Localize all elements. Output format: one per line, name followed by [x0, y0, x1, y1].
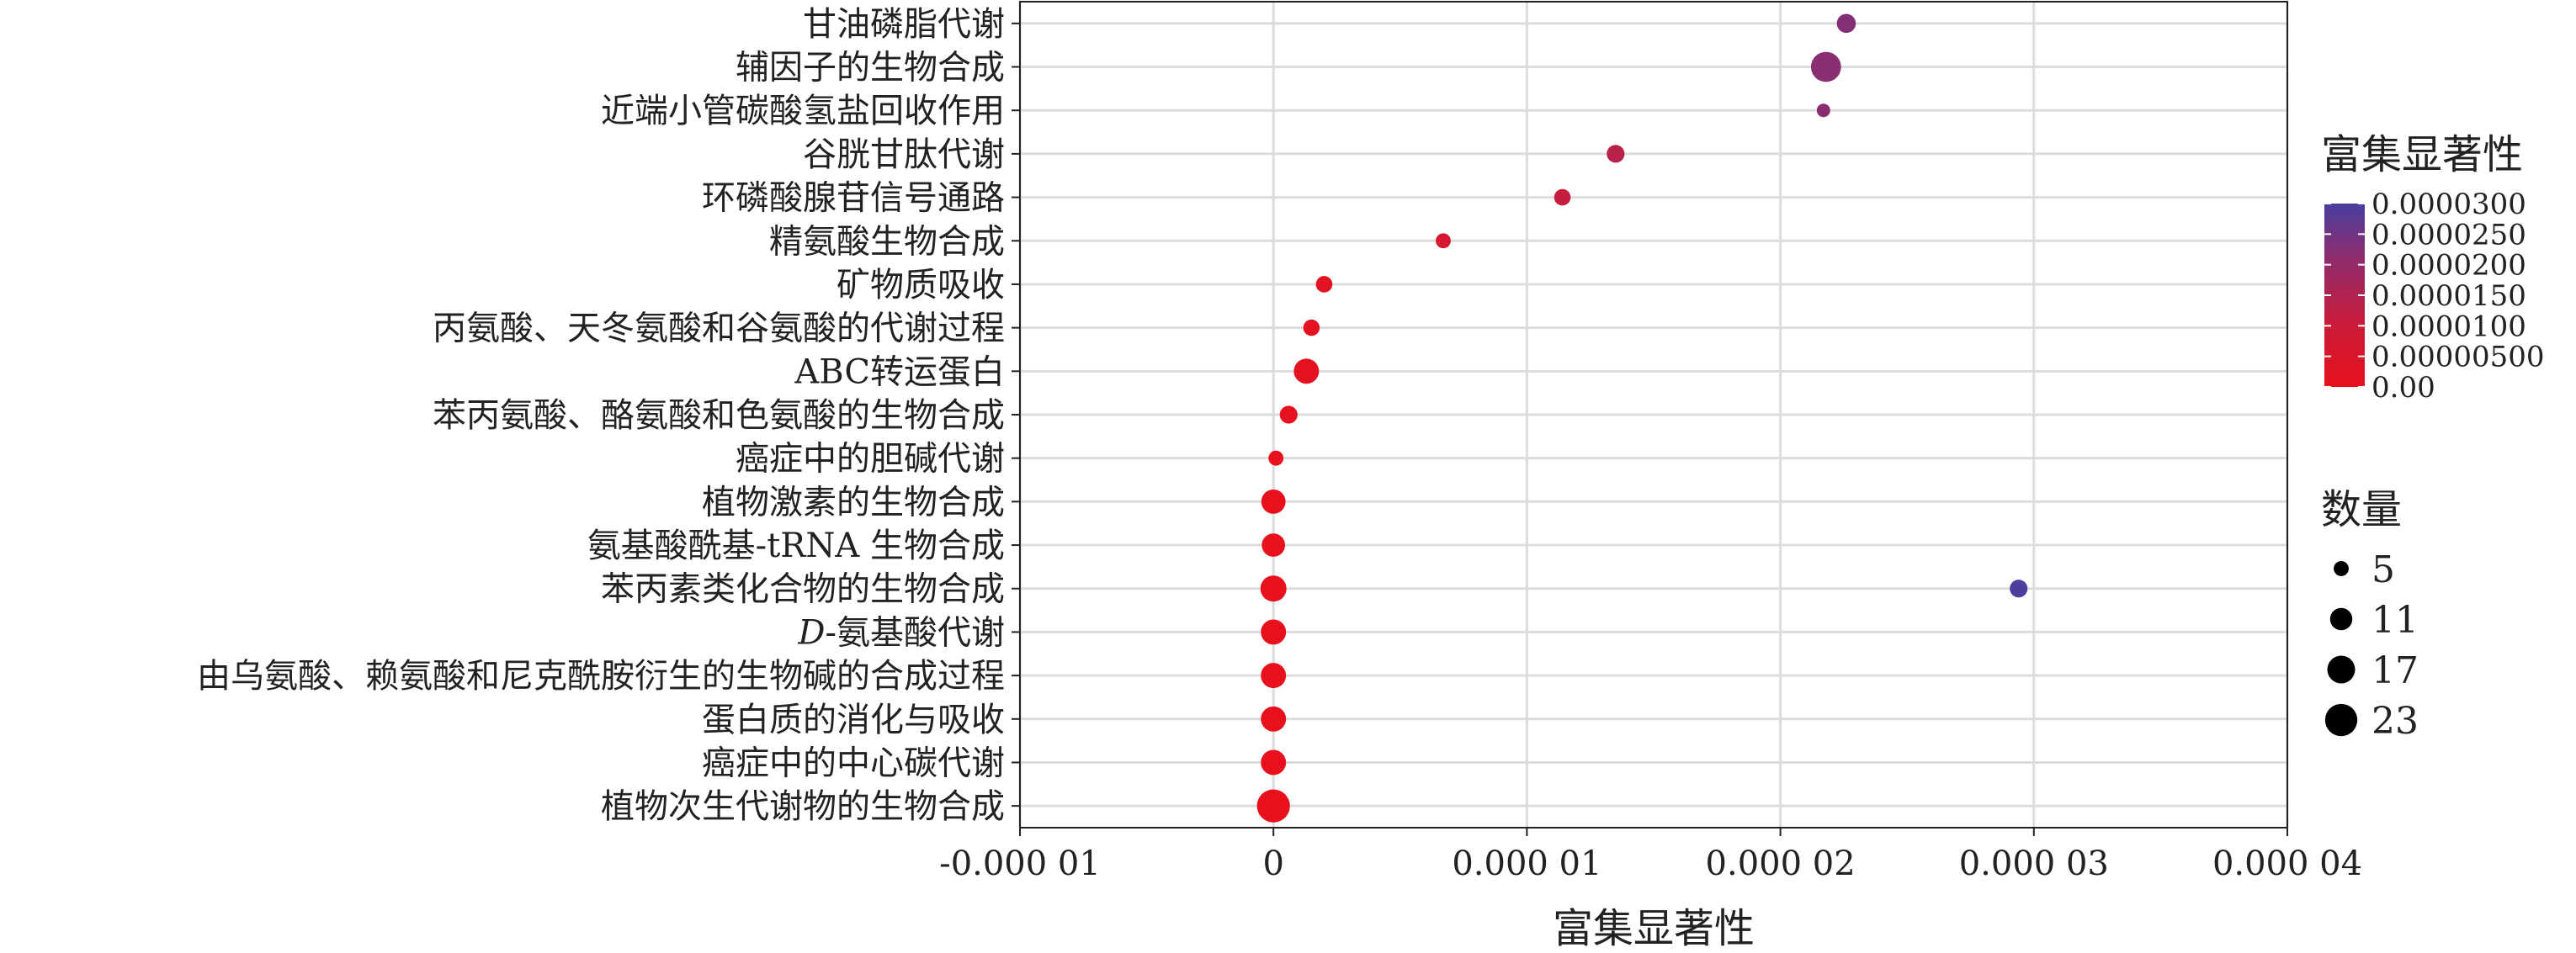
data-point [1261, 619, 1286, 644]
data-point [1293, 358, 1319, 384]
size-legend-title: 数量 [2321, 486, 2402, 533]
color-tick-label: 0.00000500 [2372, 341, 2545, 374]
category-label: 谷胱甘肽代谢 [803, 135, 1005, 174]
category-labels: 甘油磷脂代谢辅因子的生物合成近端小管碳酸氢盐回收作用谷胱甘肽代谢环磷酸腺苷信号通… [197, 5, 1020, 826]
points-layer [1257, 14, 2028, 823]
data-point [1811, 52, 1841, 82]
category-label: 苯丙氨酸、酪氨酸和色氨酸的生物合成 [433, 396, 1005, 435]
size-legend-label: 11 [2372, 599, 2419, 642]
size-legend-label: 17 [2372, 649, 2419, 692]
size-legend-dot [2334, 561, 2349, 576]
category-label: 苯丙素类化合物的生物合成 [601, 570, 1005, 609]
category-label: 精氨酸生物合成 [769, 222, 1005, 261]
color-legend-title: 富集显著性 [2321, 131, 2523, 178]
size-legend-dot [2325, 704, 2357, 736]
size-legend: 数量 5 11 17 23 [2321, 486, 2419, 743]
x-tick-label: 0 [1262, 844, 1283, 883]
x-tick-label: 0.000 02 [1706, 844, 1856, 883]
category-label: 矿物质吸收 [837, 266, 1005, 304]
data-point [1607, 145, 1624, 162]
x-tick-label: 0.000 01 [1452, 844, 1601, 883]
data-point [1261, 490, 1286, 514]
data-point [1817, 103, 1830, 117]
data-point [1554, 189, 1571, 206]
category-label: ABC转运蛋白 [794, 352, 1005, 391]
grid-layer [1020, 2, 2287, 828]
size-legend-dot [2330, 608, 2353, 631]
data-point [1316, 276, 1333, 293]
x-tick-label: -0.000 01 [939, 844, 1101, 883]
color-legend: 富集显著性 0.00003000.00002500.00002000.00001… [2321, 131, 2545, 405]
category-label: 植物次生代谢物的生物合成 [601, 787, 1005, 826]
x-axis: -0.000 01 0 0.000 01 0.000 02 0.000 03 0.000 … [939, 828, 2362, 883]
data-point [1261, 663, 1286, 688]
category-label: 由乌氨酸、赖氨酸和尼克酰胺衍生的生物碱的合成过程 [197, 657, 1005, 696]
category-label: 癌症中的胆碱代谢 [736, 440, 1005, 479]
data-point [1261, 707, 1286, 732]
data-point [1837, 14, 1856, 34]
size-legend-label: 23 [2372, 700, 2419, 743]
data-point [2010, 580, 2027, 597]
data-point [1261, 575, 1287, 601]
x-axis-title: 富集显著性 [1553, 905, 1755, 949]
category-label: 丙氨酸、天冬氨酸和谷氨酸的代谢过程 [433, 310, 1005, 348]
data-point [1436, 233, 1451, 248]
category-label: 辅因子的生物合成 [736, 49, 1005, 87]
size-legend-items: 5 11 17 23 [2325, 548, 2419, 743]
color-tick-label: 0.00 [2372, 371, 2435, 405]
data-point [1257, 790, 1290, 823]
color-tick-label: 0.0000300 [2372, 188, 2526, 221]
data-point [1268, 451, 1283, 466]
color-tick-label: 0.0000200 [2372, 249, 2526, 283]
category-label: 蛋白质的消化与吸收 [702, 701, 1005, 739]
category-label: D-氨基酸代谢 [797, 613, 1005, 652]
color-tick-label: 0.0000250 [2372, 218, 2526, 251]
category-label: 甘油磷脂代谢 [803, 5, 1005, 44]
size-legend-dot [2328, 656, 2356, 684]
category-label: 植物激素的生物合成 [702, 483, 1005, 522]
category-label: 环磷酸腺苷信号通路 [702, 179, 1005, 218]
category-label: 近端小管碳酸氢盐回收作用 [601, 92, 1005, 130]
data-point [1261, 750, 1286, 776]
color-tick-label: 0.0000150 [2372, 279, 2526, 313]
x-tick-label: 0.000 04 [2212, 844, 2362, 883]
data-point [1280, 405, 1298, 423]
data-point [1261, 533, 1285, 557]
x-tick-label: 0.000 03 [1959, 844, 2109, 883]
category-label: 癌症中的中心碳代谢 [702, 744, 1005, 782]
category-label: 氨基酸酰基-tRNA 生物合成 [587, 527, 1005, 565]
size-legend-label: 5 [2372, 548, 2395, 591]
color-tick-label: 0.0000100 [2372, 310, 2526, 343]
data-point [1304, 320, 1320, 336]
